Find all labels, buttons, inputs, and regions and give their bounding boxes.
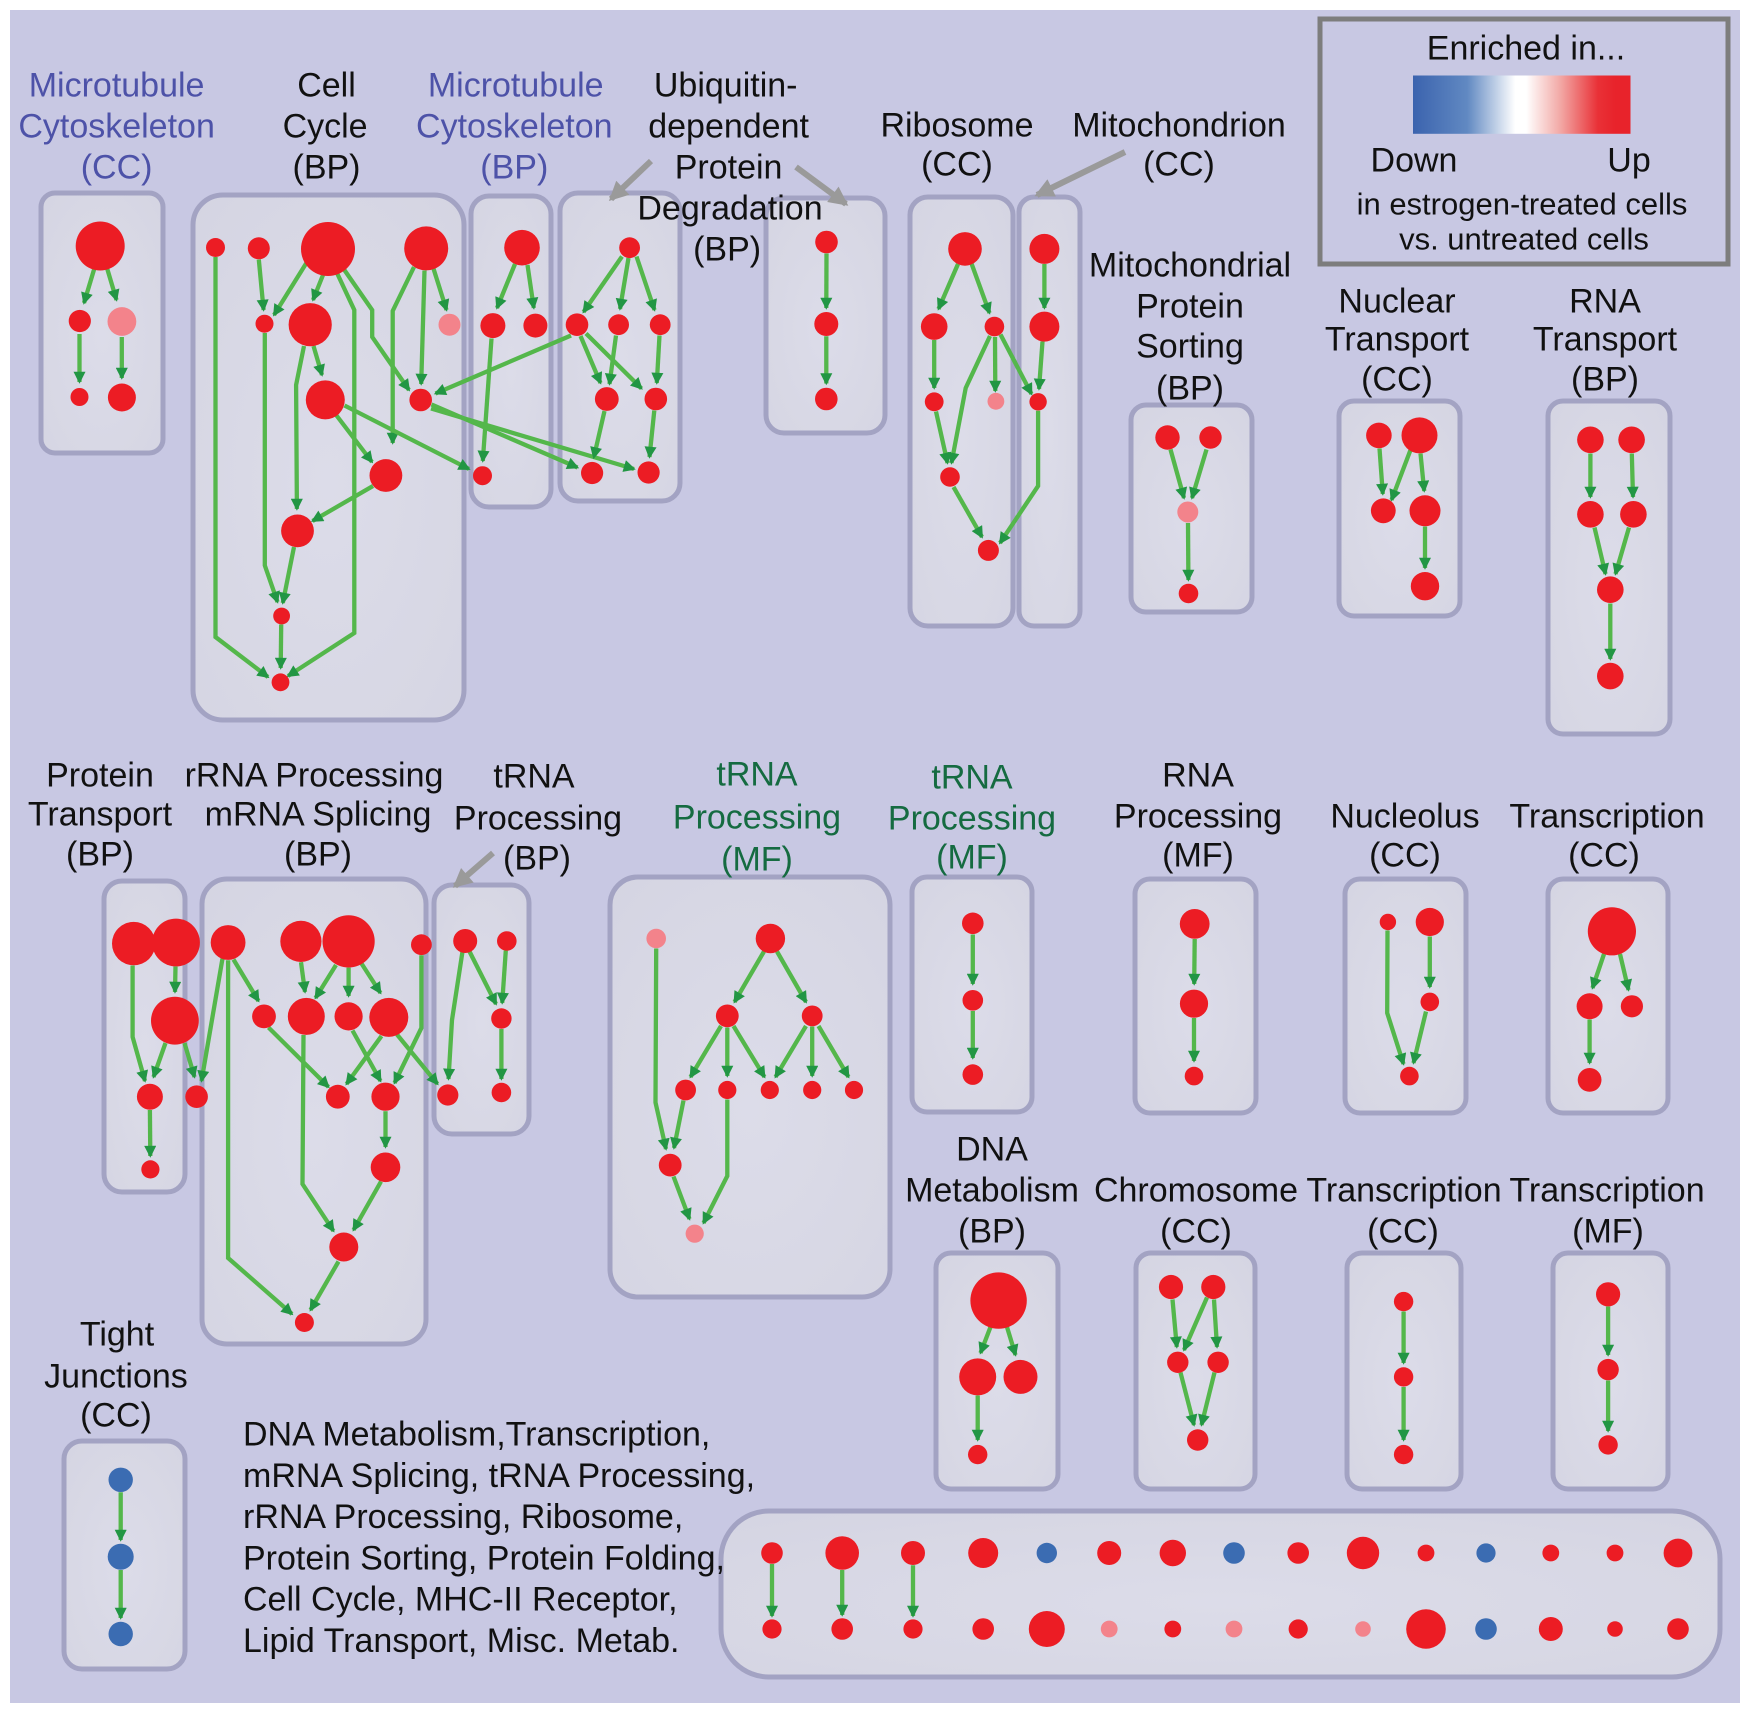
- svg-text:Protein: Protein: [675, 148, 783, 186]
- svg-text:(CC): (CC): [80, 1396, 152, 1434]
- svg-text:Cytoskeleton: Cytoskeleton: [416, 107, 613, 145]
- svg-text:DNA: DNA: [956, 1130, 1028, 1168]
- svg-text:Tight: Tight: [80, 1315, 155, 1353]
- svg-text:Transcription: Transcription: [1509, 797, 1704, 835]
- svg-text:Cytoskeleton: Cytoskeleton: [18, 107, 215, 145]
- svg-text:(BP): (BP): [958, 1212, 1026, 1250]
- svg-text:in estrogen-treated cells: in estrogen-treated cells: [1357, 187, 1688, 222]
- svg-text:dependent: dependent: [648, 107, 809, 145]
- svg-text:(CC): (CC): [921, 145, 993, 183]
- svg-text:Transport: Transport: [28, 795, 173, 833]
- svg-text:(CC): (CC): [1367, 1212, 1439, 1250]
- svg-text:vs. untreated cells: vs. untreated cells: [1399, 222, 1649, 257]
- svg-text:(BP): (BP): [293, 148, 361, 186]
- svg-text:Enriched in...: Enriched in...: [1427, 29, 1625, 67]
- svg-text:(CC): (CC): [1369, 836, 1441, 874]
- svg-text:Sorting: Sorting: [1136, 327, 1244, 365]
- svg-text:Cycle: Cycle: [283, 107, 368, 145]
- svg-text:Down: Down: [1371, 141, 1458, 179]
- svg-text:(BP): (BP): [284, 835, 352, 873]
- svg-text:(CC): (CC): [1361, 360, 1433, 398]
- svg-text:Processing: Processing: [1114, 797, 1282, 835]
- svg-text:(BP): (BP): [503, 839, 571, 877]
- svg-text:tRNA: tRNA: [716, 755, 798, 793]
- svg-text:Mitochondrion: Mitochondrion: [1072, 106, 1286, 144]
- svg-text:Transcription: Transcription: [1509, 1171, 1704, 1209]
- svg-text:(BP): (BP): [693, 230, 761, 268]
- svg-text:Lipid Transport, Misc. Metab.: Lipid Transport, Misc. Metab.: [243, 1622, 680, 1660]
- svg-text:RNA: RNA: [1569, 282, 1641, 320]
- svg-text:Junctions: Junctions: [44, 1357, 188, 1395]
- svg-text:Protein: Protein: [46, 756, 154, 794]
- svg-text:rRNA Processing: rRNA Processing: [185, 756, 444, 794]
- svg-text:Ubiquitin-: Ubiquitin-: [654, 66, 798, 104]
- svg-text:Processing: Processing: [673, 798, 841, 836]
- svg-text:Chromosome: Chromosome: [1094, 1171, 1298, 1209]
- svg-text:Transport: Transport: [1325, 320, 1470, 358]
- svg-text:(MF): (MF): [721, 840, 793, 878]
- svg-text:rRNA Processing, Ribosome,: rRNA Processing, Ribosome,: [243, 1498, 683, 1536]
- svg-text:(BP): (BP): [66, 835, 134, 873]
- svg-text:Processing: Processing: [454, 799, 622, 837]
- svg-text:(CC): (CC): [1160, 1212, 1232, 1250]
- svg-text:Metabolism: Metabolism: [905, 1171, 1079, 1209]
- svg-text:Cell: Cell: [297, 66, 356, 104]
- svg-text:(BP): (BP): [1156, 369, 1224, 407]
- svg-text:(BP): (BP): [1571, 360, 1639, 398]
- svg-text:Nuclear: Nuclear: [1338, 282, 1455, 320]
- svg-text:Transcription: Transcription: [1306, 1171, 1501, 1209]
- svg-text:Mitochondrial: Mitochondrial: [1089, 246, 1291, 284]
- svg-text:Transport: Transport: [1533, 320, 1678, 358]
- svg-text:(MF): (MF): [1162, 836, 1234, 874]
- svg-text:tRNA: tRNA: [931, 758, 1013, 796]
- svg-text:Protein: Protein: [1136, 287, 1244, 325]
- svg-text:Ribosome: Ribosome: [880, 106, 1033, 144]
- svg-text:(MF): (MF): [1572, 1212, 1644, 1250]
- svg-text:Microtubule: Microtubule: [428, 66, 604, 104]
- svg-text:DNA Metabolism,Transcription,: DNA Metabolism,Transcription,: [243, 1415, 710, 1453]
- svg-text:Protein Sorting, Protein Foldi: Protein Sorting, Protein Folding,: [243, 1539, 725, 1577]
- svg-text:Degradation: Degradation: [637, 189, 822, 227]
- svg-text:(MF): (MF): [936, 838, 1008, 876]
- svg-text:(CC): (CC): [1143, 145, 1215, 183]
- svg-text:Nucleolus: Nucleolus: [1330, 797, 1479, 835]
- svg-text:RNA: RNA: [1162, 756, 1234, 794]
- svg-text:Microtubule: Microtubule: [29, 66, 205, 104]
- svg-text:(CC): (CC): [1568, 836, 1640, 874]
- svg-text:Up: Up: [1607, 141, 1650, 179]
- svg-text:Cell Cycle, MHC-II Receptor,: Cell Cycle, MHC-II Receptor,: [243, 1581, 678, 1619]
- svg-text:(BP): (BP): [480, 148, 548, 186]
- svg-text:Processing: Processing: [888, 799, 1056, 837]
- svg-text:(CC): (CC): [81, 148, 153, 186]
- svg-text:mRNA Splicing: mRNA Splicing: [205, 795, 432, 833]
- svg-text:tRNA: tRNA: [493, 757, 575, 795]
- svg-text:mRNA Splicing, tRNA Processing: mRNA Splicing, tRNA Processing,: [243, 1457, 755, 1495]
